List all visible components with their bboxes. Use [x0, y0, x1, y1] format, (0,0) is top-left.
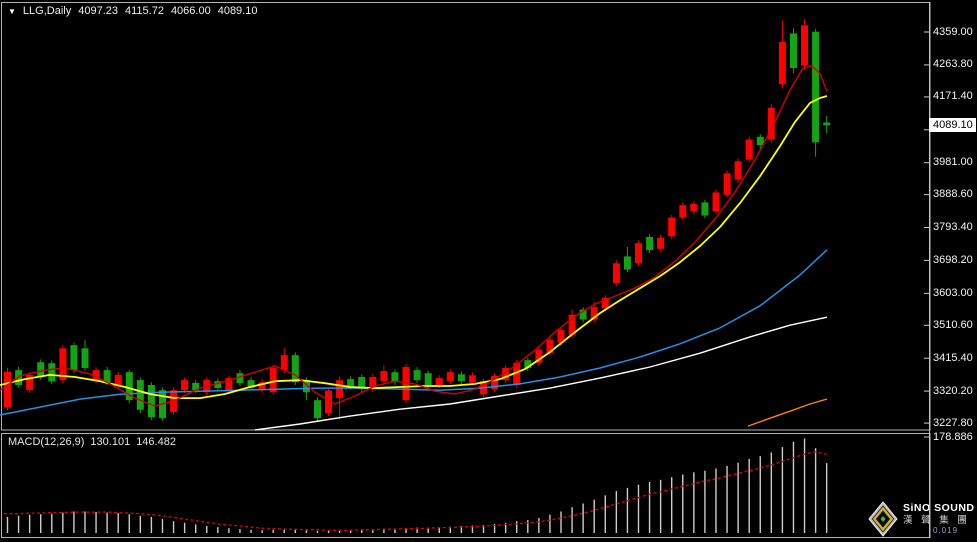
logo-line1: SiNO SOUND — [903, 501, 975, 514]
macd-scale-max-label: 178.886 — [933, 431, 973, 443]
symbol-timeframe-label: LLG,Daily — [22, 5, 72, 17]
macd-signal-value: 146.482 — [136, 436, 176, 448]
main-panel-border — [1, 2, 931, 431]
macd-histogram — [6, 438, 828, 533]
quote-open: 4097.23 — [78, 5, 118, 17]
broker-logo: SiNO SOUND 漢 聲 集 團 0.019 — [866, 499, 975, 539]
logo-line2: 漢 聲 集 團 — [903, 514, 970, 526]
quote-close: 4089.10 — [217, 5, 258, 17]
diamond-logo-icon — [868, 501, 898, 537]
ma-line-orange — [747, 398, 828, 427]
symbol-dropdown-icon[interactable]: ▼ — [8, 6, 16, 16]
quote-low: 4066.00 — [170, 5, 211, 17]
ma-line-blue — [0, 249, 828, 416]
quote-high: 4115.72 — [124, 5, 164, 17]
macd-main-value: 130.101 — [90, 436, 131, 448]
macd-panel-border — [1, 433, 931, 538]
ma-line-red — [0, 65, 828, 407]
current-price-label: 4089.10 — [929, 118, 976, 133]
ma-line-yellow — [0, 95, 828, 400]
logo-text: SiNO SOUND 漢 聲 集 團 0.019 — [903, 501, 975, 536]
ma-line-white — [254, 316, 828, 431]
macd-indicator-label: MACD(12,26,9) 130.101 146.482 — [8, 436, 176, 448]
price-axis-border — [929, 2, 930, 538]
candles — [4, 19, 831, 421]
macd-name: MACD(12,26,9) — [8, 436, 85, 448]
quote-bar: ▼ LLG,Daily 4097.23 4115.72 4066.00 4089… — [8, 5, 257, 17]
macd-signal-line — [4, 451, 827, 531]
logo-watermark: 0.019 — [933, 525, 959, 535]
